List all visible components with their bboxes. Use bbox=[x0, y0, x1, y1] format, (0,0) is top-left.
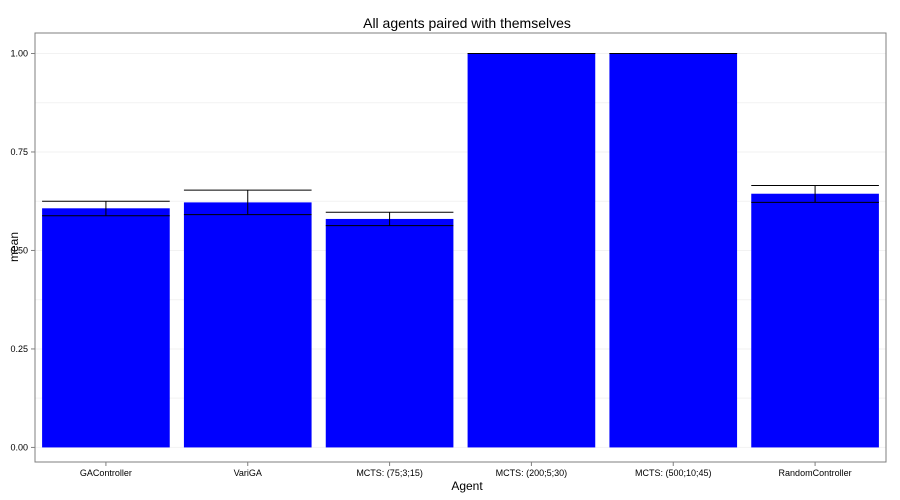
x-tick-label: MCTS: (200;5;30) bbox=[496, 468, 568, 478]
bar bbox=[42, 208, 170, 448]
y-tick-label: 0.75 bbox=[10, 147, 28, 157]
y-tick-label: 0.25 bbox=[10, 344, 28, 354]
y-tick-label: 0.50 bbox=[10, 245, 28, 255]
bar bbox=[325, 218, 454, 448]
x-tick-label: RandomController bbox=[779, 468, 852, 478]
y-tick-label: 0.00 bbox=[10, 442, 28, 452]
bar bbox=[609, 53, 738, 448]
y-tick-label: 1.00 bbox=[10, 48, 28, 58]
x-tick-label: VariGA bbox=[234, 468, 262, 478]
bar bbox=[183, 202, 312, 448]
x-tick-label: MCTS: (75;3;15) bbox=[356, 468, 423, 478]
x-tick-label: MCTS: (500;10;45) bbox=[635, 468, 712, 478]
bar bbox=[467, 53, 596, 448]
x-axis-title: Agent bbox=[451, 479, 483, 493]
plot-frame bbox=[34, 32, 887, 463]
chart-title: All agents paired with themselves bbox=[363, 15, 571, 31]
error-bar-layer bbox=[42, 52, 879, 227]
bar bbox=[751, 193, 879, 448]
bar-layer bbox=[42, 53, 879, 448]
y-axis: 0.00 0.25 0.50 0.75 1.00 bbox=[10, 48, 35, 452]
grid-layer bbox=[35, 52, 886, 448]
y-axis-title: mean bbox=[7, 232, 21, 262]
x-tick-label: GAController bbox=[80, 468, 132, 478]
x-axis: GAController VariGA MCTS: (75;3;15) MCTS: (… bbox=[80, 462, 852, 478]
